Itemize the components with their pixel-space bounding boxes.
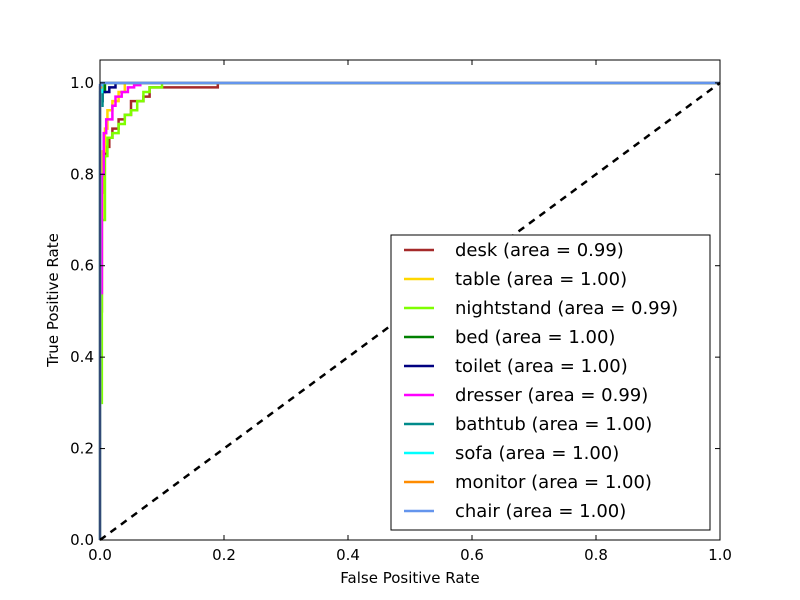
series-line-nightstand <box>98 81 720 540</box>
x-tick-label: 0.8 <box>584 546 608 564</box>
x-tick-label: 0.0 <box>88 546 112 564</box>
legend-label-nightstand: nightstand (area = 0.99) <box>455 298 678 319</box>
y-tick-label: 0.6 <box>70 257 94 275</box>
legend-label-chair: chair (area = 1.00) <box>455 501 626 522</box>
y-tick-label: 0.4 <box>70 348 94 366</box>
legend-label-sofa: sofa (area = 1.00) <box>455 443 619 464</box>
x-tick-label: 0.2 <box>212 546 236 564</box>
legend-label-toilet: toilet (area = 1.00) <box>455 356 628 377</box>
plot-frame <box>99 59 721 541</box>
legend-label-bed: bed (area = 1.00) <box>455 327 615 348</box>
ticks-layer: 0.0 0.2 0.4 0.6 0.8 1.0 0.0 0.2 0.4 0.6 0.8 1.0 <box>70 60 732 564</box>
legend-label-dresser: dresser (area = 0.99) <box>455 385 648 406</box>
y-tick-label: 0.0 <box>70 531 94 549</box>
y-tick-label: 0.2 <box>70 440 94 458</box>
x-axis-label: False Positive Rate <box>340 569 479 587</box>
legend-label-monitor: monitor (area = 1.00) <box>455 472 652 493</box>
legend-box <box>390 234 711 531</box>
y-tick-label: 1.0 <box>70 74 94 92</box>
y-tick-label: 0.8 <box>70 165 94 183</box>
legend-label-table: table (area = 1.00) <box>455 269 627 290</box>
x-tick-label: 0.4 <box>336 546 360 564</box>
legend-label-bathtub: bathtub (area = 1.00) <box>455 414 652 435</box>
chance-diagonal-line <box>99 81 721 542</box>
legend-label-desk: desk (area = 0.99) <box>455 240 624 261</box>
x-tick-label: 0.6 <box>460 546 484 564</box>
y-axis-label: True Positive Rate <box>44 233 62 368</box>
legend: desk (area = 0.99) table (area = 1.00) nig… <box>390 234 711 531</box>
x-tick-label: 1.0 <box>708 546 732 564</box>
